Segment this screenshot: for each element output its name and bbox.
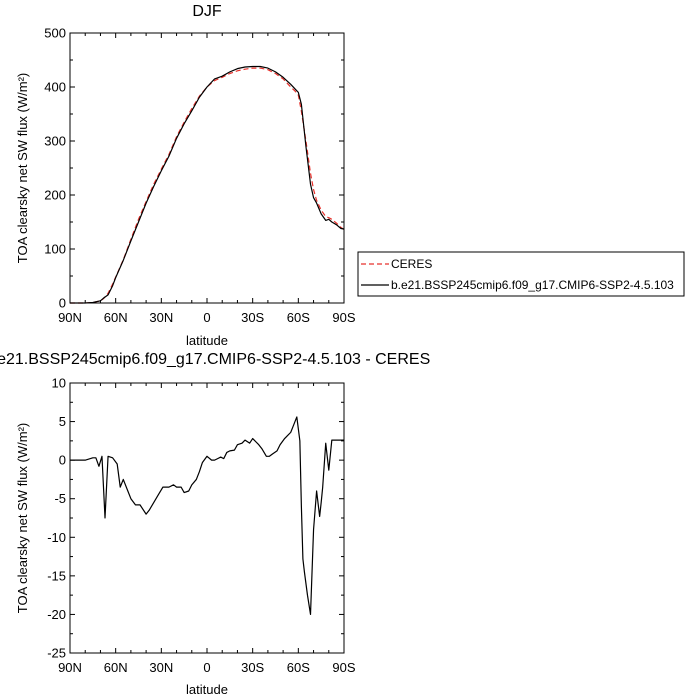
y-tick-label: 0: [59, 296, 66, 311]
series-line-model: [70, 65, 345, 304]
chart-title: DJF: [192, 3, 222, 20]
x-tick-label: 90N: [58, 660, 82, 675]
y-tick-label: -25: [47, 646, 66, 661]
y-tick-label: -15: [47, 568, 66, 583]
x-tick-label: 60S: [287, 660, 310, 675]
y-tick-label: 400: [44, 80, 66, 95]
y-tick-label: 200: [44, 188, 66, 203]
djf-flux-panel: DJF latitude TOA clearsky net SW flux (W…: [15, 3, 356, 348]
x-tick-label: 0: [203, 660, 210, 675]
tick-group: 90N 60N 30N 0 30S 60S 90S 0 100 200 300 400 500: [44, 26, 356, 326]
y-axis-title: TOA clearsky net SW flux (W/m²): [15, 423, 30, 613]
x-axis-title: latitude: [186, 682, 228, 697]
y-tick-label: -5: [54, 491, 66, 506]
difference-chart-title: b.e21.BSSP245cmip6.f09_g17.CMIP6-SSP2-4.…: [0, 351, 430, 368]
plot-frame: [69, 382, 345, 654]
series-line-difference: [70, 416, 344, 616]
y-tick-label: -10: [47, 530, 66, 545]
x-tick-label: 60N: [104, 310, 128, 325]
x-tick-label: 30S: [241, 310, 264, 325]
legend-label-ceres: CERES: [391, 257, 432, 271]
x-tick-label: 90S: [332, 310, 355, 325]
y-tick-label: 500: [44, 26, 66, 41]
tick-group: 90N 60N 30N 0 30S 60S 90S -25 -20 -15 -10 -5 0 5 10: [47, 376, 356, 676]
x-tick-label: 60N: [104, 660, 128, 675]
x-tick-label: 30N: [149, 660, 173, 675]
series-group: [70, 65, 345, 304]
y-tick-label: 100: [44, 242, 66, 257]
x-tick-label: 60S: [287, 310, 310, 325]
legend-label-model: b.e21.BSSP245cmip6.f09_g17.CMIP6-SSP2-4.…: [391, 278, 674, 292]
series-line-ceres: [70, 67, 345, 304]
y-tick-label: -20: [47, 607, 66, 622]
y-tick-label: 5: [59, 414, 66, 429]
x-tick-label: 0: [203, 310, 210, 325]
plot-frame: [69, 32, 345, 304]
y-tick-label: 10: [52, 376, 66, 391]
y-tick-label: 300: [44, 134, 66, 149]
series-group: [70, 416, 344, 616]
x-tick-label: 90N: [58, 310, 82, 325]
legend: CERES b.e21.BSSP245cmip6.f09_g17.CMIP6-S…: [357, 251, 685, 297]
difference-panel: b.e21.BSSP245cmip6.f09_g17.CMIP6-SSP2-4.…: [0, 351, 430, 697]
y-tick-label: 0: [59, 453, 66, 468]
x-axis-title: latitude: [186, 333, 228, 348]
x-tick-label: 30S: [241, 660, 264, 675]
x-tick-label: 30N: [149, 310, 173, 325]
legend-box: [357, 251, 685, 297]
x-tick-label: 90S: [332, 660, 355, 675]
y-axis-title: TOA clearsky net SW flux (W/m²): [15, 73, 30, 263]
